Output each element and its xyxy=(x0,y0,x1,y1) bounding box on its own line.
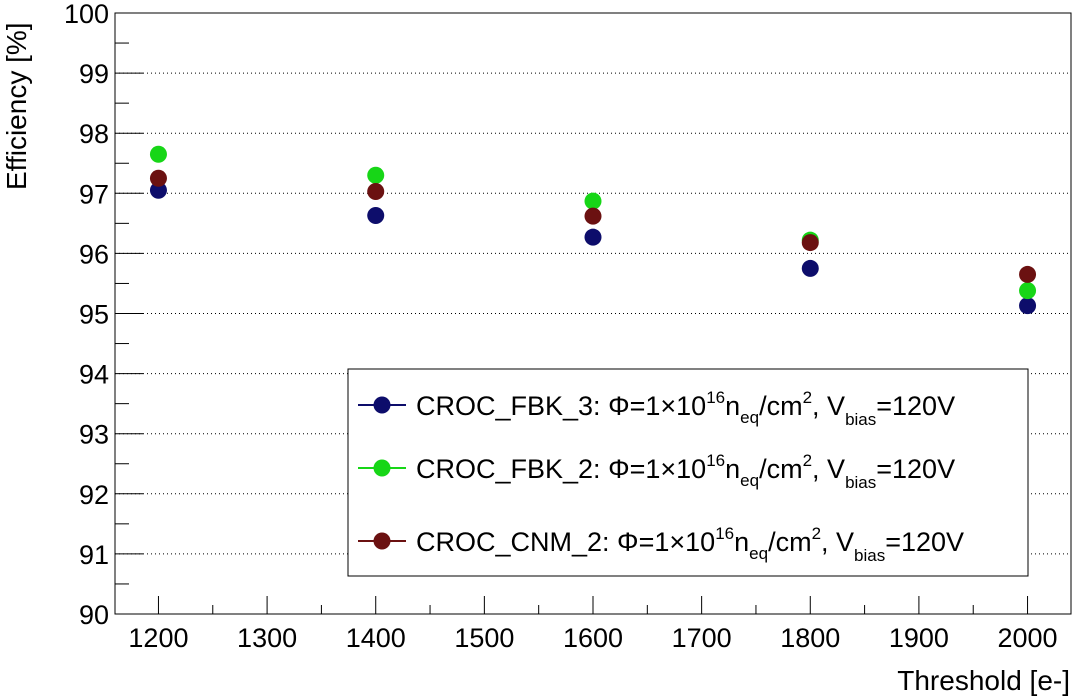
legend-label: CROC_FBK_3: Φ=1×1016neq/cm2, Vbias=120V xyxy=(416,388,955,429)
legend-marker xyxy=(373,532,391,550)
data-point xyxy=(367,207,385,225)
data-point xyxy=(801,259,819,277)
data-points xyxy=(149,145,1037,315)
data-point xyxy=(1019,265,1037,283)
x-tick-label: 1200 xyxy=(128,623,188,653)
legend-label-part: CROC_FBK_3: xyxy=(416,391,608,421)
y-tick-label: 97 xyxy=(79,179,109,209)
legend-label-part: 16 xyxy=(706,388,725,407)
x-tick-label: 1300 xyxy=(237,623,297,653)
y-tick-label: 99 xyxy=(79,59,109,89)
axis-ticks: 90 91 92 93 94 95 96 97 98 99 100 1200 1300 1400 1500 1… xyxy=(64,0,1058,653)
y-tick-label: 100 xyxy=(64,0,109,29)
legend-label-part: bias xyxy=(845,410,876,429)
y-tick-label: 92 xyxy=(79,480,109,510)
legend-label-part: /cm xyxy=(759,391,803,421)
legend-label-part: eq xyxy=(749,544,768,563)
data-point xyxy=(584,207,602,225)
legend-label-part: eq xyxy=(740,471,759,490)
data-point xyxy=(149,169,167,187)
y-tick-label: 95 xyxy=(79,300,109,330)
legend-label-part: , V xyxy=(821,527,854,557)
legend-label-part: 2 xyxy=(803,451,812,470)
legend-label-part: bias xyxy=(845,473,876,492)
y-tick-label: 96 xyxy=(79,239,109,269)
data-point xyxy=(367,182,385,200)
legend-label-part: n xyxy=(734,527,749,557)
legend-label-part: Φ=1×10 xyxy=(608,454,706,484)
legend-label-part: Φ=1×10 xyxy=(617,527,715,557)
legend-label-part: eq xyxy=(740,408,759,427)
y-tick-label: 98 xyxy=(79,119,109,149)
legend-label-part: =120V xyxy=(876,391,955,421)
legend-label-part: 2 xyxy=(803,388,812,407)
legend-label-part: =120V xyxy=(885,527,964,557)
legend-marker xyxy=(373,396,391,414)
y-tick-label: 91 xyxy=(79,540,109,570)
data-point xyxy=(367,166,385,184)
legend-label-part: =120V xyxy=(876,454,955,484)
y-tick-label: 94 xyxy=(79,360,109,390)
data-point xyxy=(1019,297,1037,315)
y-tick-label: 90 xyxy=(79,600,109,630)
legend-label-part: /cm xyxy=(768,527,812,557)
data-point xyxy=(801,234,819,252)
x-tick-label: 1600 xyxy=(563,623,623,653)
data-point xyxy=(584,192,602,210)
legend-label-part: /cm xyxy=(759,454,803,484)
data-point xyxy=(149,145,167,163)
legend-label-part: bias xyxy=(854,546,885,565)
legend-label-part: 2 xyxy=(812,524,821,543)
legend-label-part: , V xyxy=(812,391,845,421)
data-point xyxy=(584,228,602,246)
legend-label: CROC_FBK_2: Φ=1×1016neq/cm2, Vbias=120V xyxy=(416,451,955,492)
x-tick-label: 1800 xyxy=(780,623,840,653)
legend-label-part: CROC_FBK_2: xyxy=(416,454,608,484)
x-axis-label: Threshold [e-] xyxy=(897,665,1070,696)
x-tick-label: 1500 xyxy=(454,623,514,653)
legend: CROC_FBK_3: Φ=1×1016neq/cm2, Vbias=120VC… xyxy=(347,368,1029,577)
x-tick-label: 1900 xyxy=(889,623,949,653)
legend-label: CROC_CNM_2: Φ=1×1016neq/cm2, Vbias=120V xyxy=(416,524,964,565)
legend-label-part: , V xyxy=(812,454,845,484)
x-tick-label: 1400 xyxy=(346,623,406,653)
legend-label-part: 16 xyxy=(706,451,725,470)
legend-marker xyxy=(373,459,391,477)
legend-label-part: 16 xyxy=(715,524,734,543)
legend-box xyxy=(347,368,1029,577)
legend-label-part: n xyxy=(725,454,740,484)
legend-label-part: Φ=1×10 xyxy=(608,391,706,421)
x-tick-label: 2000 xyxy=(998,623,1058,653)
y-axis-label: Efficiency [%] xyxy=(1,22,32,190)
legend-label-part: CROC_CNM_2: xyxy=(416,527,617,557)
data-point xyxy=(1019,282,1037,300)
data-point xyxy=(149,181,167,199)
y-tick-label: 93 xyxy=(79,420,109,450)
x-tick-label: 1700 xyxy=(672,623,732,653)
legend-label-part: n xyxy=(725,391,740,421)
